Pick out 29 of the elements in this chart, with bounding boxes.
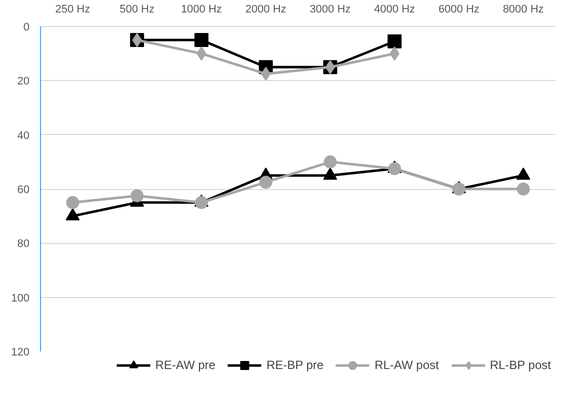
legend-label: RL-BP post <box>490 358 551 372</box>
x-tick-label: 4000 Hz <box>374 4 416 16</box>
point <box>66 196 80 210</box>
x-tick-label: 6000 Hz <box>438 4 480 16</box>
y-tick-label: 100 <box>11 292 30 304</box>
x-tick-label: 8000 Hz <box>502 4 544 16</box>
legend-label: RE-AW pre <box>155 358 216 372</box>
point <box>130 189 144 202</box>
y-tick-label: 80 <box>17 238 30 250</box>
x-tick-label: 3000 Hz <box>310 4 351 16</box>
x-tick-label: 1000 Hz <box>180 4 222 16</box>
y-tick-label: 120 <box>11 346 30 358</box>
point <box>259 176 272 189</box>
point <box>516 182 530 196</box>
legend-label: RE-BP pre <box>266 358 324 372</box>
y-tick-label: 40 <box>17 130 30 142</box>
legend-label: RL-AW post <box>374 358 439 372</box>
point <box>194 33 208 48</box>
x-tick-label: 500 Hz <box>120 4 154 16</box>
y-tick-label: 20 <box>17 76 30 88</box>
y-tick-label: 60 <box>17 184 30 196</box>
x-tick-label: 250 Hz <box>55 4 90 16</box>
y-tick-label: 0 <box>23 22 30 34</box>
point <box>388 34 402 48</box>
point <box>324 155 337 168</box>
point <box>388 162 402 176</box>
x-tick-label: 2000 Hz <box>245 4 286 16</box>
point <box>194 196 208 210</box>
point <box>260 66 271 81</box>
